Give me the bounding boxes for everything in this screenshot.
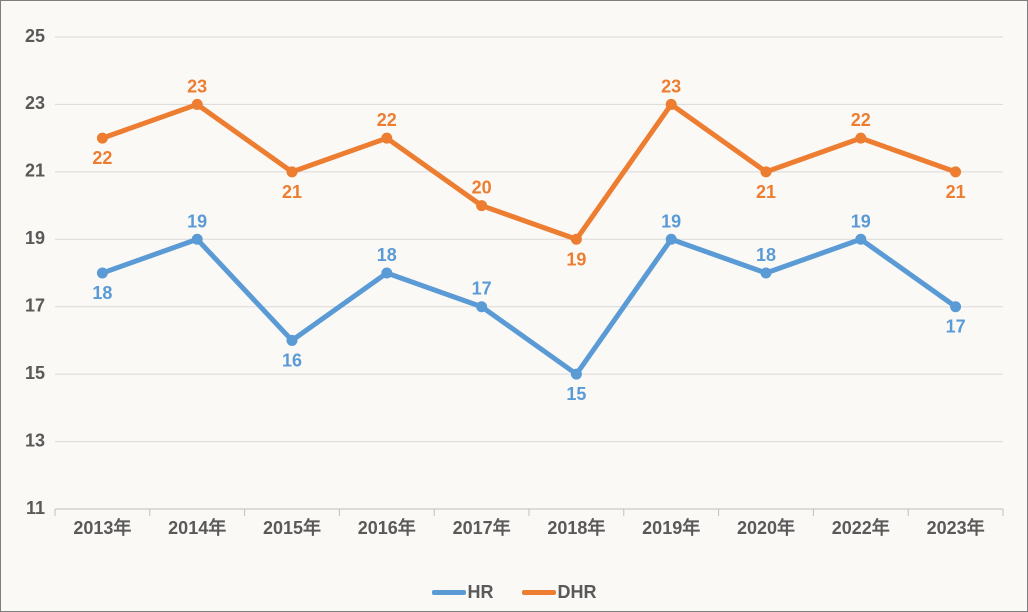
data-label-dhr: 23	[661, 76, 681, 96]
data-label-dhr: 21	[946, 182, 966, 202]
data-label-hr: 17	[946, 317, 966, 337]
series-marker-hr	[951, 302, 961, 312]
legend-item-hr: HR	[432, 582, 494, 603]
y-tick-label: 25	[25, 26, 45, 46]
series-marker-dhr	[856, 133, 866, 143]
series-marker-dhr	[761, 167, 771, 177]
series-marker-dhr	[382, 133, 392, 143]
x-tick-label: 2019年	[642, 517, 700, 538]
data-label-hr: 18	[377, 245, 397, 265]
data-label-dhr: 19	[566, 249, 586, 269]
legend-item-dhr: DHR	[522, 582, 597, 603]
data-label-dhr: 21	[756, 182, 776, 202]
series-marker-dhr	[571, 234, 581, 244]
y-tick-label: 21	[25, 161, 45, 181]
series-marker-hr	[287, 335, 297, 345]
data-label-hr: 19	[851, 211, 871, 231]
series-marker-hr	[382, 268, 392, 278]
series-marker-dhr	[97, 133, 107, 143]
y-tick-label: 19	[25, 228, 45, 248]
data-label-hr: 18	[756, 245, 776, 265]
series-marker-hr	[571, 369, 581, 379]
data-label-hr: 18	[92, 283, 112, 303]
data-label-hr: 15	[566, 384, 586, 404]
series-marker-hr	[192, 234, 202, 244]
series-marker-dhr	[951, 167, 961, 177]
data-label-dhr: 22	[92, 148, 112, 168]
series-marker-dhr	[192, 99, 202, 109]
y-tick-label: 11	[26, 498, 45, 518]
series-marker-hr	[666, 234, 676, 244]
data-label-hr: 16	[282, 350, 302, 370]
x-tick-label: 2013年	[73, 517, 131, 538]
y-tick-label: 15	[25, 363, 45, 383]
legend: HR DHR	[1, 582, 1027, 603]
series-marker-hr	[856, 234, 866, 244]
data-label-dhr: 23	[187, 76, 207, 96]
legend-label: DHR	[558, 582, 597, 603]
series-marker-hr	[477, 302, 487, 312]
y-tick-label: 23	[25, 93, 45, 113]
chart-container: 11131517192123252013年2014年2015年2016年2017…	[0, 0, 1028, 612]
x-tick-label: 2022年	[832, 517, 890, 538]
legend-swatch	[432, 590, 466, 595]
data-label-hr: 19	[661, 211, 681, 231]
legend-swatch	[522, 590, 556, 595]
series-marker-dhr	[666, 99, 676, 109]
data-label-dhr: 21	[282, 182, 302, 202]
data-label-hr: 19	[187, 211, 207, 231]
series-marker-dhr	[477, 201, 487, 211]
x-tick-label: 2018年	[547, 517, 605, 538]
x-tick-label: 2017年	[453, 517, 511, 538]
data-label-hr: 17	[472, 279, 492, 299]
x-tick-label: 2015年	[263, 517, 321, 538]
y-tick-label: 17	[25, 295, 45, 315]
data-label-dhr: 20	[472, 178, 492, 198]
line-chart: 11131517192123252013年2014年2015年2016年2017…	[7, 7, 1021, 563]
y-tick-label: 13	[25, 430, 45, 450]
x-tick-label: 2014年	[168, 517, 226, 538]
x-tick-label: 2020年	[737, 517, 795, 538]
series-marker-dhr	[287, 167, 297, 177]
data-label-dhr: 22	[851, 110, 871, 130]
series-marker-hr	[761, 268, 771, 278]
x-tick-label: 2016年	[358, 517, 416, 538]
series-marker-hr	[97, 268, 107, 278]
x-tick-label: 2023年	[927, 517, 985, 538]
data-label-dhr: 22	[377, 110, 397, 130]
legend-label: HR	[468, 582, 494, 603]
